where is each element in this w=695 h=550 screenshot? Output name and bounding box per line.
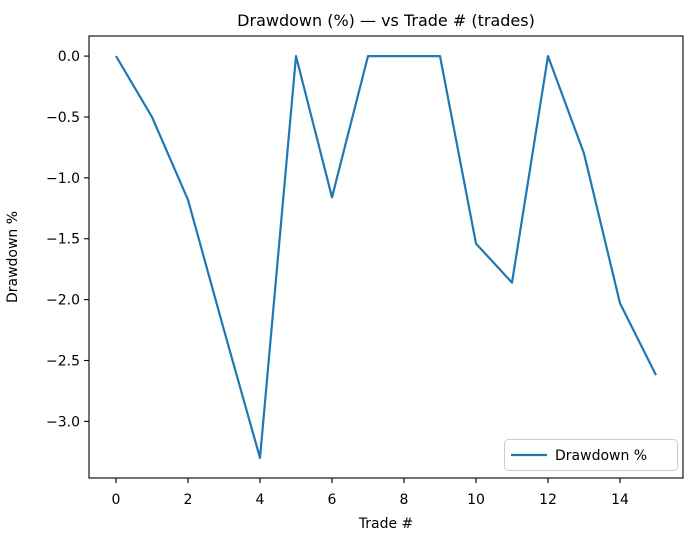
x-tick-label: 12 <box>539 492 557 508</box>
x-tick-label: 10 <box>467 492 485 508</box>
plot-area <box>88 35 684 479</box>
x-tick-label: 6 <box>328 492 337 508</box>
x-tick-label: 2 <box>184 492 193 508</box>
x-axis-label: Trade # <box>358 516 414 532</box>
y-tick-label: −0.5 <box>46 110 80 126</box>
x-axis-ticks: 0 2 4 6 8 10 12 14 <box>112 478 629 508</box>
y-tick-label: 0.0 <box>58 49 80 65</box>
legend: Drawdown % <box>504 439 678 471</box>
legend-box <box>504 439 678 471</box>
y-axis-label: Drawdown % <box>5 211 21 303</box>
y-axis-ticks: 0.0 −0.5 −1.0 −1.5 −2.0 −2.5 −3.0 <box>46 49 89 430</box>
y-tick-label: −2.0 <box>46 293 80 309</box>
y-tick-label: −1.5 <box>46 232 80 248</box>
y-tick-label: −3.0 <box>46 414 80 430</box>
legend-label: Drawdown % <box>555 448 647 464</box>
drawdown-line <box>115 55 657 459</box>
y-tick-label: −1.0 <box>46 171 80 187</box>
chart-title: Drawdown (%) — vs Trade # (trades) <box>237 11 535 30</box>
x-tick-label: 8 <box>400 492 409 508</box>
x-tick-label: 4 <box>256 492 265 508</box>
x-tick-label: 0 <box>112 492 121 508</box>
x-tick-label: 14 <box>611 492 629 508</box>
y-tick-label: −2.5 <box>46 353 80 369</box>
